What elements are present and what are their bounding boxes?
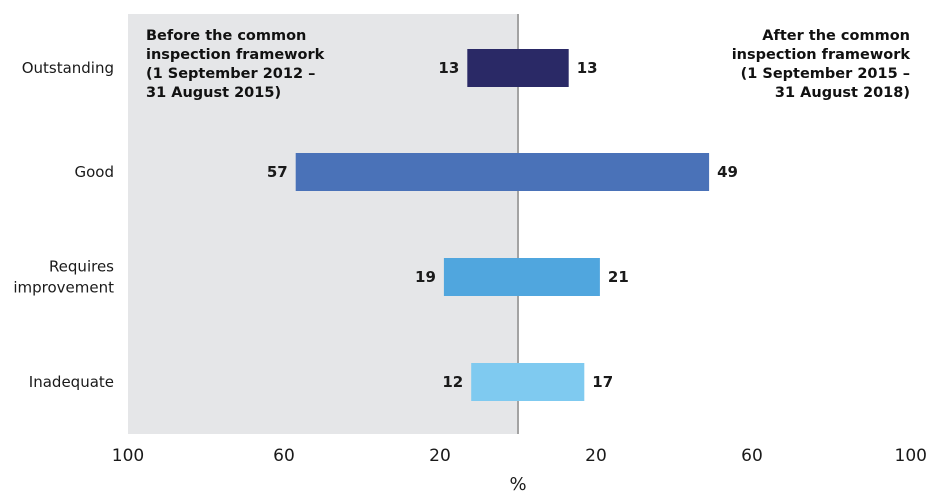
- before-panel-label-line: 31 August 2015): [146, 85, 281, 101]
- data-label-after: 21: [608, 268, 629, 286]
- bar-after: [518, 363, 585, 401]
- data-label-before: 19: [415, 268, 436, 286]
- after-panel-label-line: inspection framework: [732, 47, 911, 63]
- x-tick-label-right: 20: [585, 446, 607, 466]
- category-labels: Outstanding Good Requires improvement Inadeq…: [13, 59, 114, 391]
- bar-after: [518, 258, 600, 296]
- before-panel-label-line: inspection framework: [146, 47, 325, 63]
- data-label-after: 49: [717, 163, 738, 181]
- panel-labels: Before the common inspection framework (1 …: [146, 28, 910, 101]
- category-label: Requires: [49, 258, 114, 276]
- category-label: improvement: [13, 279, 114, 297]
- x-axis-unit-label: %: [509, 474, 526, 495]
- after-panel-label-line: 31 August 2018): [775, 85, 910, 101]
- category-label: Inadequate: [29, 373, 114, 391]
- bar-before: [467, 49, 518, 87]
- after-panel-label-line: After the common: [762, 28, 910, 44]
- x-tick-label-right: 60: [741, 446, 763, 466]
- data-label-before: 13: [438, 59, 459, 77]
- bar-after: [518, 49, 569, 87]
- x-tick-label-left: 20: [429, 446, 451, 466]
- bar-before: [471, 363, 518, 401]
- x-tick-labels: 100 60 20 20 60 100: [112, 446, 927, 466]
- data-label-after: 17: [592, 373, 613, 391]
- bars: [295, 49, 710, 401]
- data-label-before: 57: [267, 163, 288, 181]
- x-tick-label-left: 100: [112, 446, 144, 466]
- bar-before: [295, 153, 518, 191]
- x-tick-label-right: 100: [895, 446, 927, 466]
- bar-after: [518, 153, 710, 191]
- before-panel-background: [128, 14, 518, 434]
- data-labels: 13 13 57 49 19 21 12 17: [267, 59, 738, 391]
- data-label-after: 13: [577, 59, 598, 77]
- before-panel-label-line: Before the common: [146, 28, 306, 44]
- data-label-before: 12: [442, 373, 463, 391]
- bar-before: [443, 258, 518, 296]
- x-tick-label-left: 60: [273, 446, 295, 466]
- before-panel-label-line: (1 September 2012 –: [146, 66, 315, 82]
- category-label: Good: [75, 163, 115, 181]
- after-panel-label-line: (1 September 2015 –: [741, 66, 910, 82]
- category-label: Outstanding: [22, 59, 114, 77]
